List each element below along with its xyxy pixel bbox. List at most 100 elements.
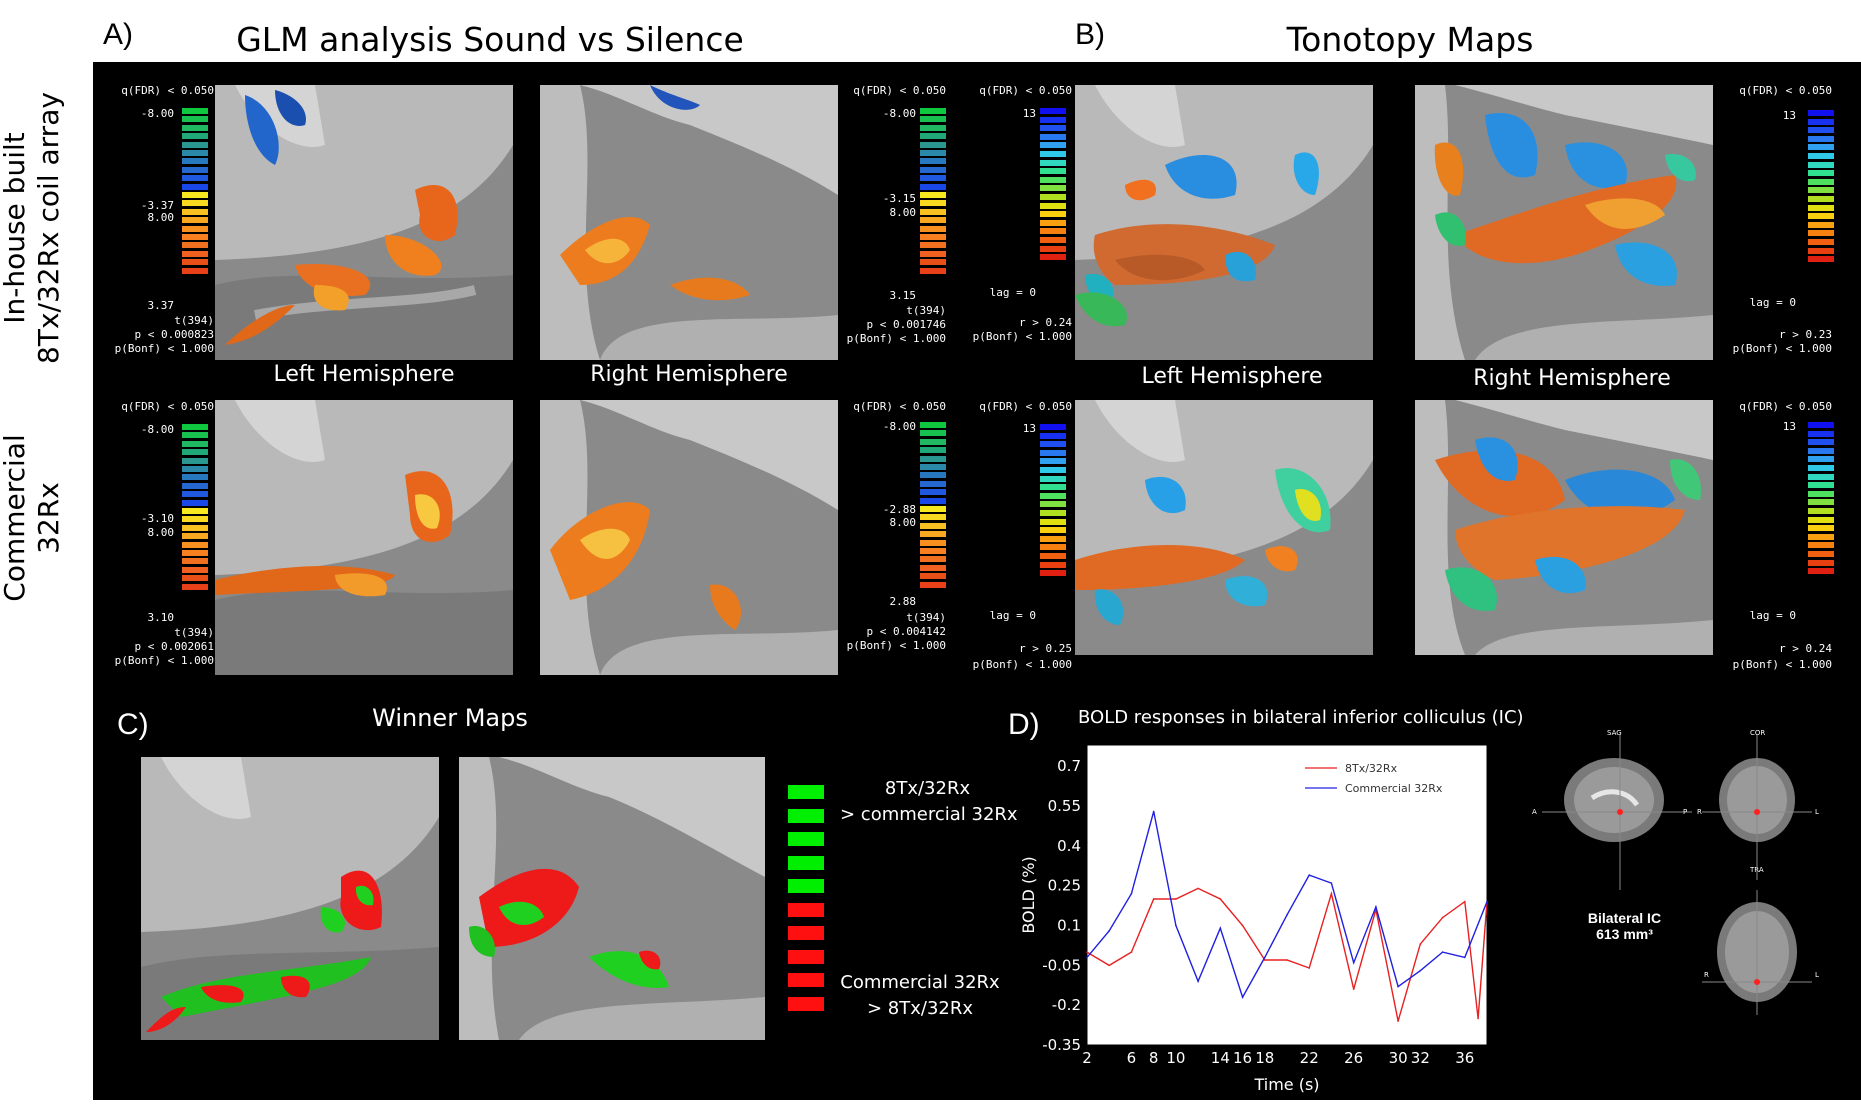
colorbar-swatch	[182, 200, 208, 207]
colorbar-swatch	[920, 548, 946, 554]
series-line-inhouse	[1086, 887, 1488, 1022]
colorbar-swatch	[1808, 161, 1834, 168]
glm-r2-right-brain	[540, 400, 838, 675]
glm-r2-right-colorbar: q(FDR) < 0.050 -8.00 -2.88 8.00 2.88 t(3…	[840, 400, 946, 680]
colorbar-swatch	[920, 192, 946, 198]
y-axis-label: BOLD (%)	[1019, 856, 1038, 933]
colorbar-swatch	[1040, 245, 1066, 252]
colorbar-swatch	[182, 192, 208, 198]
mri-sagittal-slice	[1542, 735, 1692, 890]
cbar-top: 13	[1782, 109, 1796, 122]
colorbar-swatch	[920, 539, 946, 546]
y-tick-label: -0.35	[1042, 1036, 1081, 1054]
x-tick-label: 30	[1389, 1049, 1408, 1067]
colorbar-swatch	[182, 440, 208, 447]
colorbar-swatch	[1040, 544, 1066, 551]
colorbar-swatch	[1040, 553, 1066, 559]
mri-roi-line2: 613 mm³	[1596, 926, 1653, 942]
colorbar-swatch	[920, 573, 946, 580]
colorbar-swatch	[182, 259, 208, 266]
colorbar-swatch	[1040, 475, 1066, 482]
mri-r-label: R	[1697, 808, 1702, 816]
bold-chart: 0.70.550.40.250.1-0.05-0.2-0.352 6 8 10 14 16…	[1019, 744, 1488, 1094]
colorbar-swatch	[1040, 510, 1066, 516]
colorbar-swatch	[182, 474, 208, 481]
colorbar-swatch	[182, 175, 208, 182]
colorbar-swatch	[920, 514, 946, 521]
colorbar-swatch	[1808, 559, 1834, 566]
x-tick-label: 18	[1255, 1049, 1274, 1067]
colorbar-swatch	[1040, 237, 1066, 243]
colorbar-swatch	[1808, 430, 1834, 437]
winner-green-swatch	[788, 832, 824, 846]
colorbar-swatch	[1040, 228, 1066, 235]
colorbar-swatch	[182, 158, 208, 165]
colorbar-swatch	[1040, 202, 1066, 209]
x-tick-label: 6	[1127, 1049, 1137, 1067]
glm-r1-right-colorbar: q(FDR) < 0.050 -8.00 -3.15 8.00 3.15 t(3…	[840, 84, 946, 364]
colorbar-swatch	[182, 566, 208, 573]
colorbar-swatch	[920, 217, 946, 224]
colorbar-swatch	[920, 531, 946, 538]
colorbar-swatch	[1040, 492, 1066, 499]
colorbar-swatch	[1040, 151, 1066, 157]
data-point	[1152, 898, 1155, 900]
colorbar-swatch	[920, 581, 946, 588]
colorbar-swatch	[182, 457, 208, 464]
tono-r1-right-colorbar: q(FDR) < 0.050 13 lag = 0 r > 0.23 p(Bon…	[1720, 84, 1834, 355]
colorbar-swatch	[1040, 458, 1066, 465]
colorbar-swatch	[182, 449, 208, 456]
colorbar-swatch	[920, 489, 946, 496]
tono-left-hemisphere-label: Left Hemisphere	[1141, 364, 1323, 389]
data-point	[1441, 916, 1444, 919]
cbar-q: q(FDR) < 0.050	[853, 84, 946, 97]
winner-green-swatch	[788, 785, 824, 799]
mri-sag-label: SAG	[1607, 729, 1622, 737]
mri-p-label: P	[1683, 808, 1688, 816]
data-point	[1330, 892, 1333, 895]
cbar-q: q(FDR) < 0.050	[121, 84, 214, 97]
panel-d-letter: D)	[1008, 708, 1040, 741]
winner-red-swatch	[788, 996, 824, 1011]
colorbar-swatch	[1808, 542, 1834, 549]
glm-r2-left-colorbar: q(FDR) < 0.050 -8.00 -3.10 8.00 3.10 t(3…	[108, 400, 214, 680]
cbar-top: -8.00	[882, 420, 916, 433]
colorbar-swatch	[1040, 432, 1066, 439]
cbar-bonf: p(Bonf) < 1.000	[114, 342, 214, 355]
colorbar-swatch	[1040, 424, 1066, 430]
colorbar-swatch	[920, 234, 946, 240]
colorbar-swatch	[1808, 551, 1834, 557]
data-point	[1130, 892, 1133, 895]
colorbar-swatch	[1040, 484, 1066, 491]
colorbar-swatch	[920, 506, 946, 512]
mri-transverse-slice	[1702, 890, 1812, 1015]
cbar-bottom: lag = 0	[1749, 296, 1796, 309]
colorbar-swatch	[1040, 501, 1066, 508]
data-point	[1330, 882, 1333, 884]
cbar-q: q(FDR) < 0.050	[1739, 400, 1832, 413]
data-point	[1197, 887, 1199, 890]
colorbar-swatch	[1040, 561, 1066, 568]
data-point	[1419, 943, 1422, 945]
data-point	[1397, 1020, 1399, 1022]
colorbar-swatch	[182, 116, 208, 123]
x-tick-label: 26	[1344, 1049, 1363, 1067]
mri-roi-label: Bilateral IC 613 mm³	[1577, 910, 1672, 942]
x-tick-label: 10	[1166, 1049, 1185, 1067]
data-point	[1219, 898, 1222, 900]
row1-label-line1: In-house built	[0, 132, 31, 324]
colorbar-swatch	[182, 124, 208, 131]
data-point	[1086, 956, 1088, 959]
row2-label-line2: 32Rx	[31, 482, 65, 554]
x-tick-label: 36	[1455, 1049, 1474, 1067]
colorbar-swatch	[1040, 133, 1066, 140]
winner-green-swatch	[788, 879, 824, 893]
colorbar-swatch	[1808, 170, 1834, 177]
colorbar-swatch	[182, 491, 208, 498]
y-tick-label: 0.1	[1057, 917, 1081, 935]
data-point	[1152, 810, 1155, 813]
cbar-bottom: lag = 0	[989, 609, 1036, 622]
data-point	[1286, 959, 1288, 961]
colorbar-swatch	[182, 516, 208, 523]
colorbar-swatch	[1808, 516, 1834, 523]
